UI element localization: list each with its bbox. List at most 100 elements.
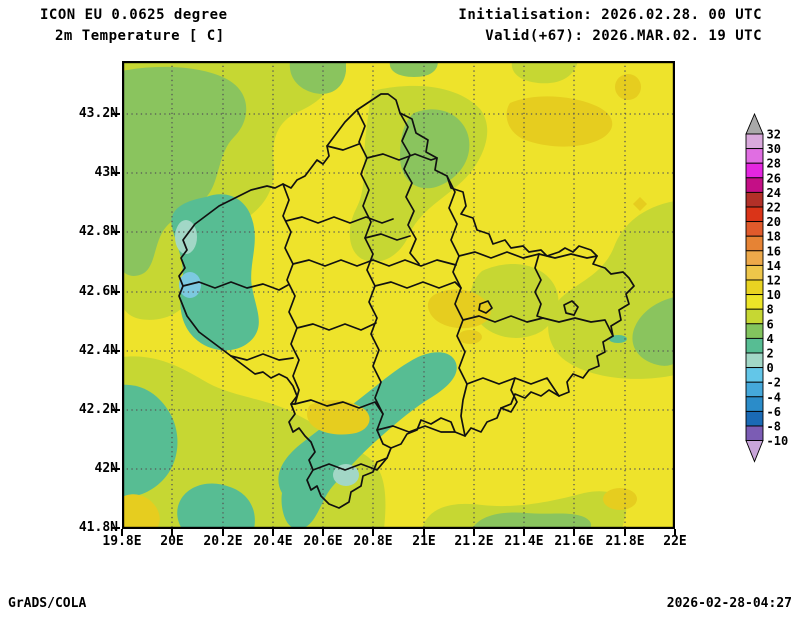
grads-credit: GrADS/COLA: [8, 596, 87, 611]
municipal-border: [326, 143, 360, 151]
colorbar-tick-label: 14: [767, 259, 781, 273]
field-patch-bottom-teal: [177, 483, 255, 529]
field-spot-se-gold: [603, 488, 637, 510]
colorbar-tick-label: 32: [767, 128, 781, 142]
field-patch-topedge-green: [389, 61, 438, 77]
graticule: [122, 61, 675, 529]
field-diamond-east-gold: [633, 197, 647, 211]
colorbar-tick-label: -2: [767, 376, 781, 390]
lon-tick-label: 21.2E: [454, 534, 494, 549]
lon-tick-mark: [473, 529, 475, 536]
colorbar-tick-label: 30: [767, 142, 781, 156]
colorbar-segment: [745, 396, 764, 412]
colorbar-segment: [745, 148, 764, 164]
colorbar-tick-label: -4: [767, 390, 781, 404]
lat-tick-label: 43N: [94, 165, 118, 180]
lat-tick-label: 42.8N: [78, 224, 118, 239]
municipal-border: [366, 153, 438, 161]
lon-tick-mark: [322, 529, 324, 536]
colorbar-tick-label: 22: [767, 201, 781, 215]
colorbar-segment: [745, 410, 764, 427]
lat-tick-mark: [112, 172, 120, 174]
colorbar-segment: [745, 250, 764, 266]
municipal-border: [500, 377, 518, 413]
colorbar-segment: [745, 206, 764, 223]
municipal-border: [458, 251, 598, 259]
colorbar-segment: [745, 221, 764, 237]
lat-tick-mark: [112, 350, 120, 352]
colorbar-segment: [745, 323, 764, 339]
lat-tick-label: 41.8N: [78, 520, 118, 535]
temperature-field-map: [122, 61, 675, 529]
lon-tick-label: 22E: [663, 534, 687, 549]
valid-time: Valid(+67): 2026.MAR.02. 19 UTC: [485, 28, 762, 44]
field-patch-nw-green: [122, 66, 247, 276]
colorbar-tick-label: 16: [767, 244, 781, 258]
colorbar-segment: [745, 367, 764, 383]
colorbar-tick-label: -8: [767, 420, 781, 434]
lon-tick-mark: [674, 529, 676, 536]
map-frame: [122, 61, 675, 529]
lat-tick-mark: [112, 231, 120, 233]
lat-tick-label: 42.6N: [78, 284, 118, 299]
variable-title: 2m Temperature [ C]: [55, 28, 225, 44]
colorbar-tick-label: 10: [767, 288, 781, 302]
lon-tick-label: 21.6E: [554, 534, 594, 549]
colorbar-tick-label: -10: [767, 434, 789, 448]
lat-tick-label: 42.4N: [78, 343, 118, 358]
lat-tick-label: 42N: [94, 461, 118, 476]
colorbar-tick-label: 28: [767, 157, 781, 171]
colorbar-segment: [745, 294, 764, 310]
municipal-border: [285, 216, 394, 224]
colorbar-segment: [745, 162, 764, 179]
colorbar-segment: [745, 191, 764, 208]
lat-tick-mark: [112, 291, 120, 293]
initialisation-time: Initialisation: 2026.02.28. 00 UTC: [458, 7, 762, 23]
field-patch-topright-yellowgreen: [511, 61, 578, 84]
municipal-border: [282, 183, 300, 405]
municipal-enclave: [563, 300, 579, 316]
municipal-border: [446, 175, 468, 437]
lat-tick-mark: [112, 468, 120, 470]
lat-tick-label: 42.2N: [78, 402, 118, 417]
lon-tick-label: 20.6E: [303, 534, 343, 549]
colorbar-tick-label: -6: [767, 405, 781, 419]
lon-tick-mark: [423, 529, 425, 536]
creation-timestamp: 2026-02-28-04:27: [666, 596, 792, 611]
colorbar-tick-label: 4: [767, 332, 774, 346]
colorbar-segment: [745, 337, 764, 354]
colorbar-segment: [745, 264, 764, 281]
municipal-border: [364, 233, 411, 241]
colorbar-tick-label: 2: [767, 347, 774, 361]
field-dot-ne-gold: [615, 74, 641, 100]
field-corner-bl-gold: [122, 494, 160, 529]
lon-tick-label: 20.2E: [203, 534, 243, 549]
colorbar-above-max-arrow: [745, 112, 764, 135]
colorbar-tick-label: 12: [767, 274, 781, 288]
field-dash-east-teal: [609, 335, 627, 343]
field-patch-ne-gold: [506, 96, 613, 147]
lon-tick-label: 20.4E: [253, 534, 293, 549]
colorbar-segment: [745, 133, 764, 150]
colorbar-tick-label: 24: [767, 186, 781, 200]
field-spot-center-gold2: [458, 330, 482, 344]
kosovo-outer-border: [178, 93, 635, 509]
municipal-border: [399, 112, 420, 265]
municipal-enclave: [478, 300, 493, 314]
colorbar-tick-label: 6: [767, 317, 774, 331]
municipal-border: [294, 399, 384, 415]
lon-tick-mark: [272, 529, 274, 536]
colorbar-segment: [745, 352, 764, 369]
municipal-border: [374, 281, 462, 289]
municipal-border: [296, 322, 377, 331]
lon-tick-mark: [121, 529, 123, 536]
field-patch-sw-gold: [307, 400, 370, 435]
municipal-border: [230, 353, 294, 361]
field-patch-north-green: [400, 109, 470, 189]
lat-tick-mark: [112, 113, 120, 115]
lon-tick-mark: [573, 529, 575, 536]
colorbar-tick-label: 20: [767, 215, 781, 229]
lon-tick-label: 20E: [160, 534, 184, 549]
municipal-border: [534, 253, 544, 319]
